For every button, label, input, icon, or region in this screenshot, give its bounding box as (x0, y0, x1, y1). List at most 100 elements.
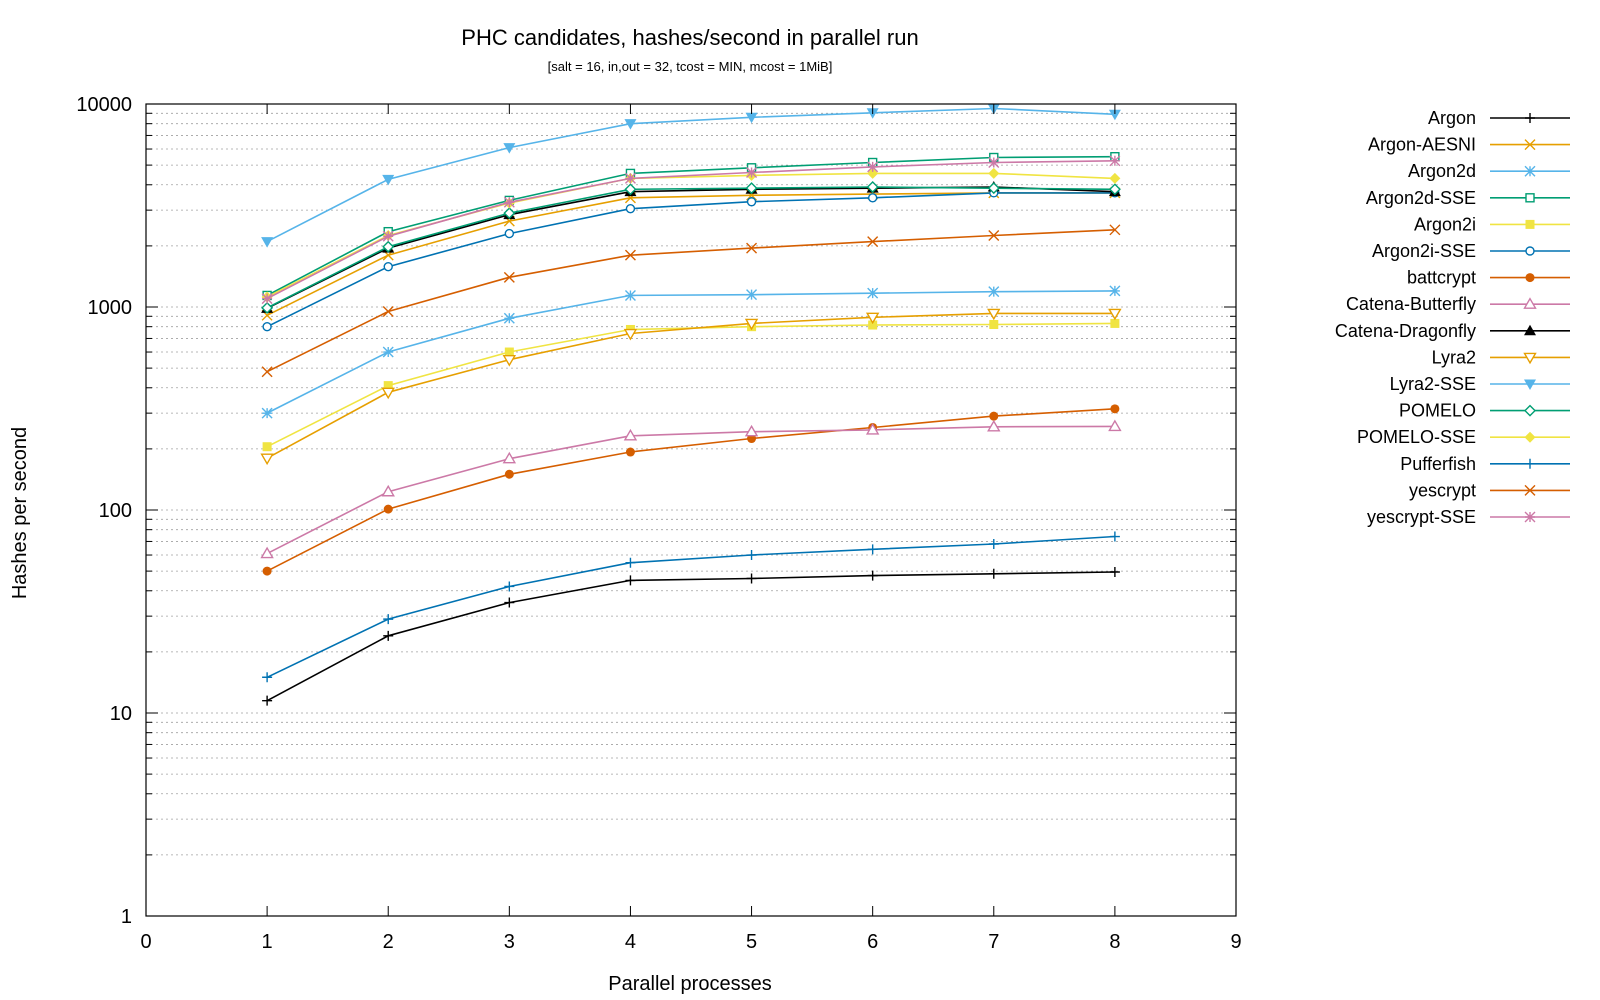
series-line-argon2d (266, 290, 1115, 414)
x-tick-label: 4 (625, 931, 636, 953)
data-point-catena-butterfly (502, 451, 517, 464)
data-point-pomelo (866, 181, 879, 194)
data-point-catena-butterfly (987, 419, 1001, 432)
legend-marker (1525, 246, 1535, 256)
series-lyra2 (260, 308, 1122, 466)
data-point-yescrypt (261, 366, 273, 378)
data-point-battcrypt (262, 566, 272, 576)
data-point-pufferfish (867, 544, 878, 555)
legend-item-battcrypt: battcrypt (1407, 268, 1570, 288)
legend: Argon Argon-AESNI Argon2d Argon2d-SSE Argon2… (1335, 108, 1570, 527)
x-tick-label: 7 (988, 931, 999, 953)
data-point-yescrypt-sse (382, 230, 394, 242)
data-point-catena-butterfly (744, 424, 759, 437)
legend-item-pomelo: POMELO (1399, 401, 1570, 421)
data-point-pufferfish (746, 550, 757, 561)
data-point-argon2i (383, 381, 393, 391)
data-point-lyra2-sse (624, 119, 637, 130)
legend-marker (1525, 273, 1535, 283)
data-point-lyra2 (744, 318, 759, 331)
data-point-pufferfish (262, 672, 273, 683)
data-point-catena-butterfly (381, 484, 395, 497)
data-point-argon2d (503, 312, 515, 324)
legend-item-lyra2: Lyra2 (1432, 347, 1570, 367)
data-point-lyra2 (381, 387, 395, 400)
data-point-argon (1109, 566, 1120, 577)
data-point-lyra2 (865, 312, 880, 325)
legend-item-catena-dragonfly: Catena-Dragonfly (1335, 321, 1570, 341)
data-point-argon2i (504, 347, 514, 357)
x-tick-label: 1 (262, 931, 273, 953)
legend-item-argon-aesni: Argon-AESNI (1368, 135, 1570, 155)
series-catena-butterfly (260, 419, 1122, 559)
grid (146, 112, 1236, 856)
legend-marker (1523, 352, 1537, 365)
legend-label: yescrypt-SSE (1367, 507, 1476, 527)
chart-title: PHC candidates, hashes/second in paralle… (461, 25, 918, 50)
data-point-pomelo (624, 183, 637, 196)
series-line-yescrypt-sse (266, 160, 1115, 300)
data-point-pufferfish (383, 614, 394, 625)
data-point-pufferfish (504, 581, 515, 592)
data-point-pomelo-sse (1109, 172, 1121, 184)
data-point-pufferfish (625, 557, 636, 568)
series-line-catena-butterfly (266, 425, 1115, 555)
legend-label: Pufferfish (1400, 454, 1476, 474)
data-point-argon2i (1110, 318, 1120, 328)
data-point-catena-butterfly (260, 546, 274, 559)
legend-marker (1524, 511, 1536, 523)
data-point-lyra2-sse (382, 174, 395, 186)
series-line-argon2i-sse (266, 192, 1115, 328)
x-tick-label: 6 (867, 931, 878, 953)
data-point-yescrypt (1109, 224, 1121, 236)
y-tick-label: 1000 (88, 297, 133, 319)
legend-item-argon2i: Argon2i (1414, 214, 1570, 234)
x-tick-label: 8 (1109, 931, 1120, 953)
data-point-argon2d (867, 287, 879, 299)
legend-marker (1524, 431, 1536, 443)
data-point-argon2i (989, 319, 999, 329)
data-point-lyra2-sse (503, 143, 516, 154)
legend-marker (1524, 139, 1536, 151)
series-argon2d (261, 285, 1121, 419)
y-tick-label: 1 (121, 906, 132, 928)
data-point-argon (746, 573, 757, 584)
data-point-argon2i-sse (746, 197, 757, 207)
data-point-argon2d (261, 407, 273, 419)
data-point-argon2d (988, 286, 1000, 298)
data-point-battcrypt (1110, 404, 1120, 414)
legend-label: battcrypt (1407, 268, 1476, 288)
legend-label: Lyra2 (1432, 347, 1476, 367)
series-lines (260, 104, 1122, 706)
legend-label: yescrypt (1409, 480, 1476, 500)
legend-label: Argon2d-SSE (1366, 188, 1476, 208)
data-point-argon2i-sse (383, 261, 393, 272)
data-point-pomelo (503, 207, 516, 220)
data-point-battcrypt (989, 411, 999, 421)
legend-marker (1525, 113, 1535, 123)
data-point-yescrypt (867, 236, 879, 248)
data-point-lyra2 (260, 453, 274, 466)
legend-item-yescrypt: yescrypt (1409, 480, 1570, 500)
legend-item-pomelo-sse: POMELO-SSE (1357, 427, 1570, 447)
data-point-yescrypt-sse (503, 196, 515, 208)
legend-marker (1525, 458, 1535, 469)
data-point-argon2i-sse (625, 203, 636, 214)
data-point-argon (262, 695, 273, 706)
legend-label: Catena-Butterfly (1346, 294, 1476, 314)
data-point-argon2d (746, 289, 758, 301)
data-point-pomelo-sse (867, 167, 879, 179)
x-tick-label: 5 (746, 931, 757, 953)
data-point-catena-butterfly (1108, 419, 1122, 432)
legend-item-argon2d: Argon2d (1408, 161, 1570, 181)
data-point-argon2i (868, 320, 878, 330)
data-point-yescrypt (746, 242, 758, 254)
data-point-yescrypt (382, 306, 394, 318)
data-point-yescrypt-sse (867, 161, 879, 173)
data-point-lyra2-sse (1108, 109, 1121, 121)
data-point-argon2d (382, 346, 394, 358)
series-pomelo (261, 181, 1121, 314)
data-point-argon (867, 570, 878, 581)
legend-label: POMELO (1399, 401, 1476, 421)
